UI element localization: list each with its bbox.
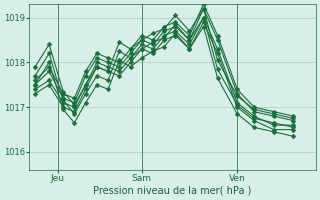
X-axis label: Pression niveau de la mer( hPa ): Pression niveau de la mer( hPa ): [93, 186, 252, 196]
